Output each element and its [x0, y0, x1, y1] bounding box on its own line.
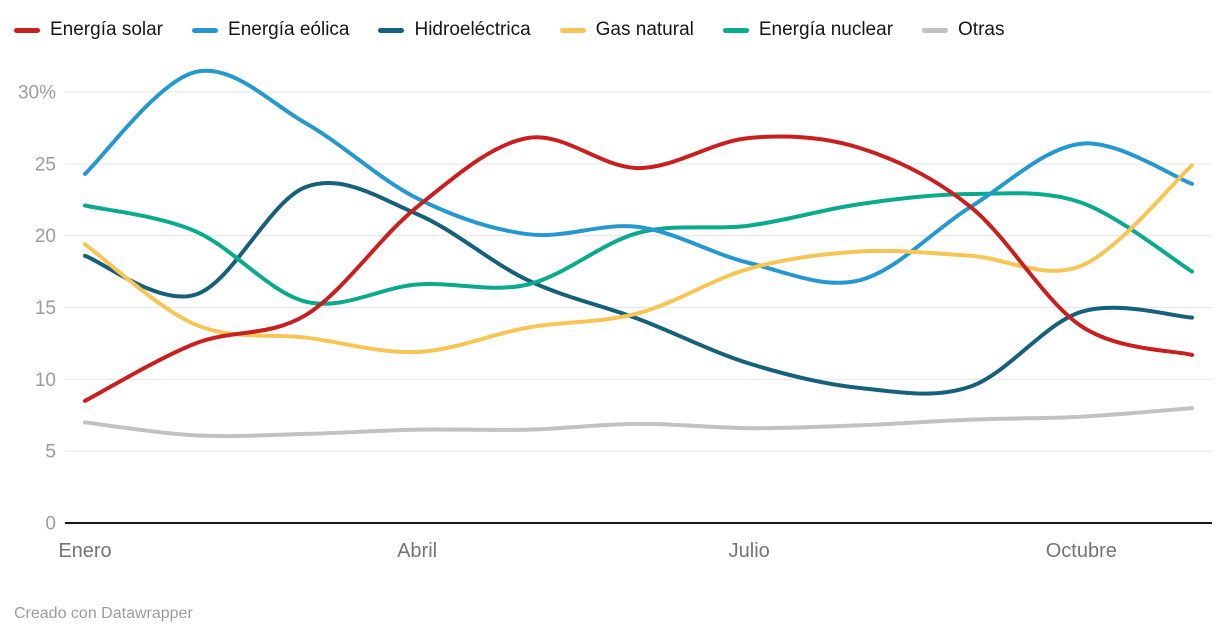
series-line-energía-solar: [83, 134, 1194, 403]
legend-item-2: Hidroeléctrica: [378, 16, 531, 44]
y-axis-tick-label: 30%: [18, 83, 56, 104]
legend-item-4: Energía nuclear: [722, 16, 894, 44]
legend-item-0: Energía solar: [14, 16, 163, 44]
y-axis-tick-label: 5: [45, 442, 56, 463]
legend-swatch-icon: [192, 27, 219, 33]
legend-label: Gas natural: [595, 19, 694, 40]
series-line-hidroeléctrica: [83, 181, 1194, 396]
series-line-energía-eólica: [83, 68, 1194, 285]
legend-swatch-icon: [14, 27, 40, 33]
legend-label: Hidroeléctrica: [414, 19, 531, 40]
legend-label: Energía eólica: [228, 19, 350, 40]
datawrapper-credit: Creado con Datawrapper: [14, 605, 193, 622]
series-line-gas-natural: [83, 163, 1194, 355]
legend-item-1: Energía eólica: [192, 16, 349, 44]
y-axis-tick-label: 15: [35, 298, 56, 319]
x-axis-tick-label: Enero: [58, 540, 111, 562]
chart-legend: Energía solar Energía eólica Hidroeléctric…: [14, 16, 1210, 44]
y-axis-tick-label: 25: [35, 154, 56, 175]
legend-swatch-icon: [922, 27, 949, 33]
y-axis-tick-label: 20: [35, 226, 56, 247]
legend-swatch-icon: [722, 27, 749, 33]
series-line-otras: [83, 406, 1194, 439]
y-axis-tick-label: 0: [45, 514, 56, 535]
legend-swatch-icon: [378, 27, 405, 33]
x-axis-tick-label: Julio: [729, 540, 770, 562]
legend-swatch-icon: [559, 27, 586, 33]
series-line-energía-nuclear: [83, 191, 1194, 306]
y-axis-tick-label: 10: [35, 370, 56, 391]
legend-label: Energía nuclear: [758, 19, 894, 40]
legend-label: Energía solar: [50, 19, 164, 40]
x-axis-tick-label: Octubre: [1046, 540, 1117, 562]
legend-label: Otras: [958, 19, 1005, 40]
x-axis-tick-label: Abril: [397, 540, 437, 562]
legend-item-5: Otras: [922, 16, 1004, 44]
legend-item-3: Gas natural: [559, 16, 694, 44]
